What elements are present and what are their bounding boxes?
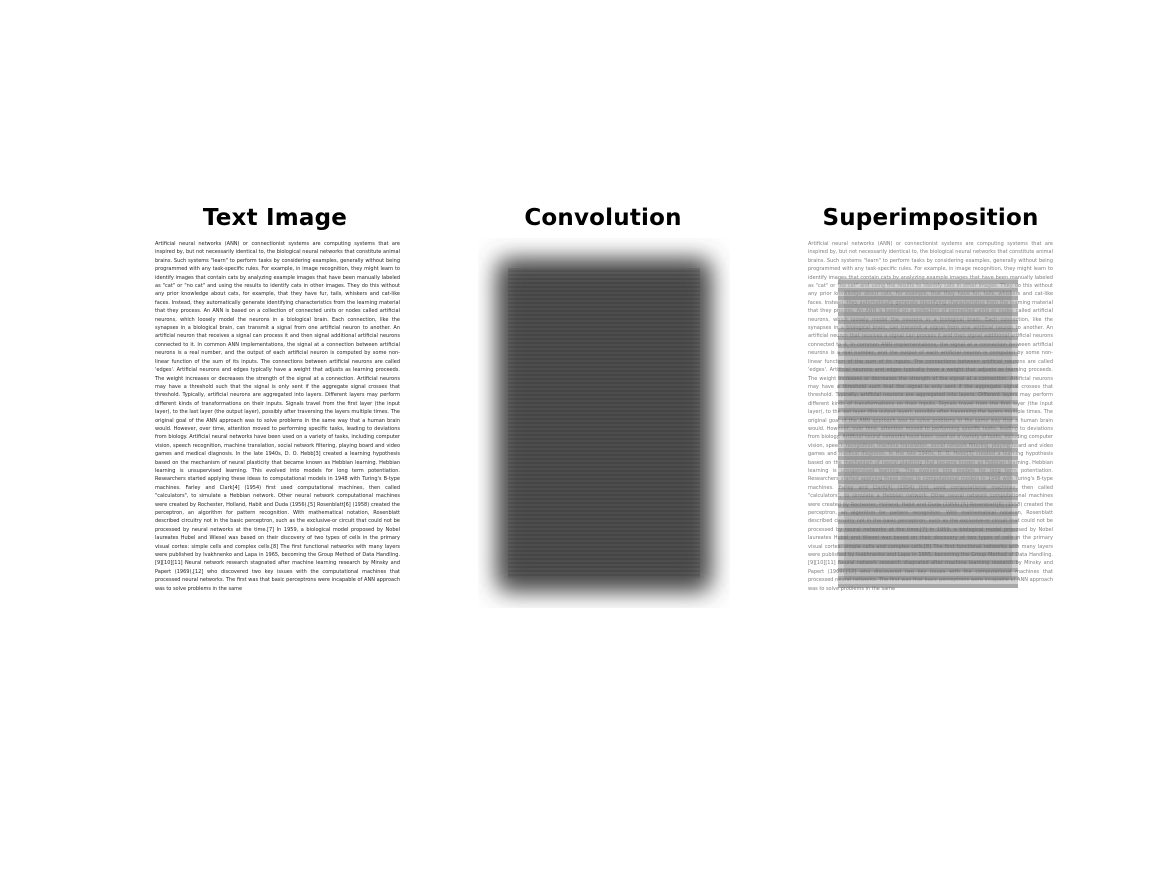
text-image-title: Text Image bbox=[202, 205, 348, 231]
superimposition-image: Artificial neural networks (ANN) or conn… bbox=[808, 240, 1053, 608]
superimposed-convolution bbox=[838, 278, 1018, 588]
superimposition-title: Superimposition bbox=[822, 205, 1039, 231]
text-image: Artificial neural networks (ANN) or conn… bbox=[155, 240, 400, 608]
convolution-title: Convolution bbox=[524, 205, 682, 231]
convolution-image bbox=[478, 238, 730, 608]
